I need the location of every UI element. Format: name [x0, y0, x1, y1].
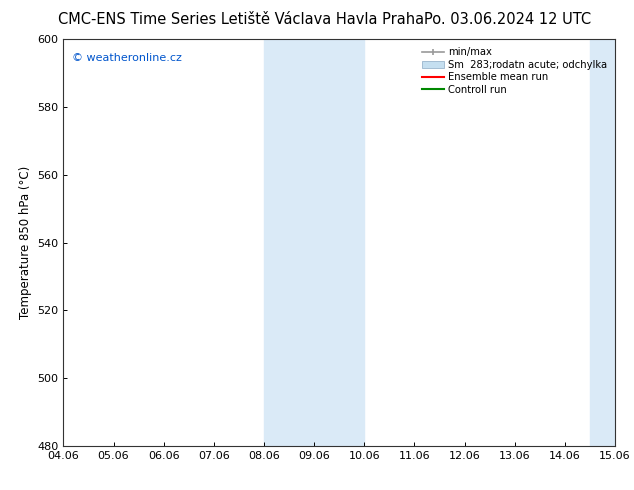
Bar: [590, 39, 634, 446]
Text: © weatheronline.cz: © weatheronline.cz: [72, 53, 181, 63]
Text: CMC-ENS Time Series Letiště Václava Havla Praha: CMC-ENS Time Series Letiště Václava Havl…: [58, 12, 424, 27]
Legend: min/max, Sm  283;rodatn acute; odchylka, Ensemble mean run, Controll run: min/max, Sm 283;rodatn acute; odchylka, …: [419, 44, 610, 98]
Text: Po. 03.06.2024 12 UTC: Po. 03.06.2024 12 UTC: [424, 12, 591, 27]
Bar: [264, 39, 365, 446]
Y-axis label: Temperature 850 hPa (°C): Temperature 850 hPa (°C): [19, 166, 32, 319]
